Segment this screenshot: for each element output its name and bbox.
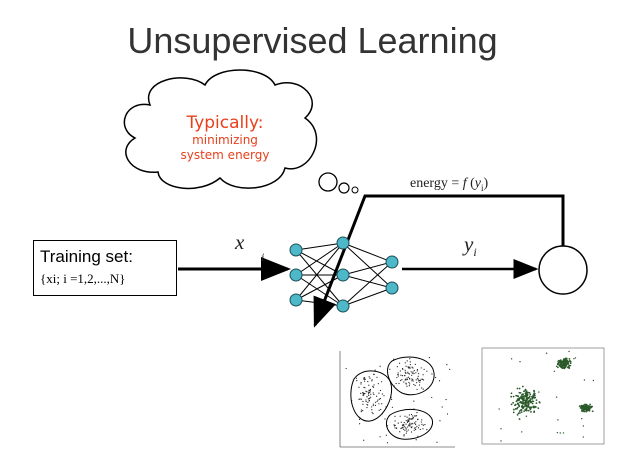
cloud-line-1: Typically: (186, 113, 264, 133)
energy-node (538, 245, 588, 295)
training-set-formula: {xi; i =1,2,...,N} (40, 271, 126, 286)
input-label-x: x (235, 230, 245, 254)
thought-bubble-medium (338, 182, 350, 194)
cluster-plot-outlines (332, 349, 457, 452)
energy-label: energy = f (yi) (410, 176, 489, 193)
cloud-line-3: system energy (180, 147, 270, 162)
training-set-title: Training set: (40, 247, 133, 266)
cloud-caption: Typically: minimizing system energy (150, 113, 300, 162)
cluster-plot-scatter (476, 346, 606, 452)
thought-bubble-small (351, 186, 359, 194)
thought-bubble-large (318, 172, 338, 192)
thought-cloud (123, 69, 318, 190)
output-label-y: yi (464, 232, 477, 260)
cloud-line-2: minimizing (192, 133, 258, 148)
network-neurons (289, 236, 399, 313)
training-set-box: Training set: {xi; i =1,2,...,N} (33, 240, 177, 296)
input-label-subscript: i (261, 250, 265, 264)
feedback-line (313, 194, 565, 328)
network-edges (295, 242, 393, 307)
slide-title: Unsupervised Learning (127, 20, 498, 61)
